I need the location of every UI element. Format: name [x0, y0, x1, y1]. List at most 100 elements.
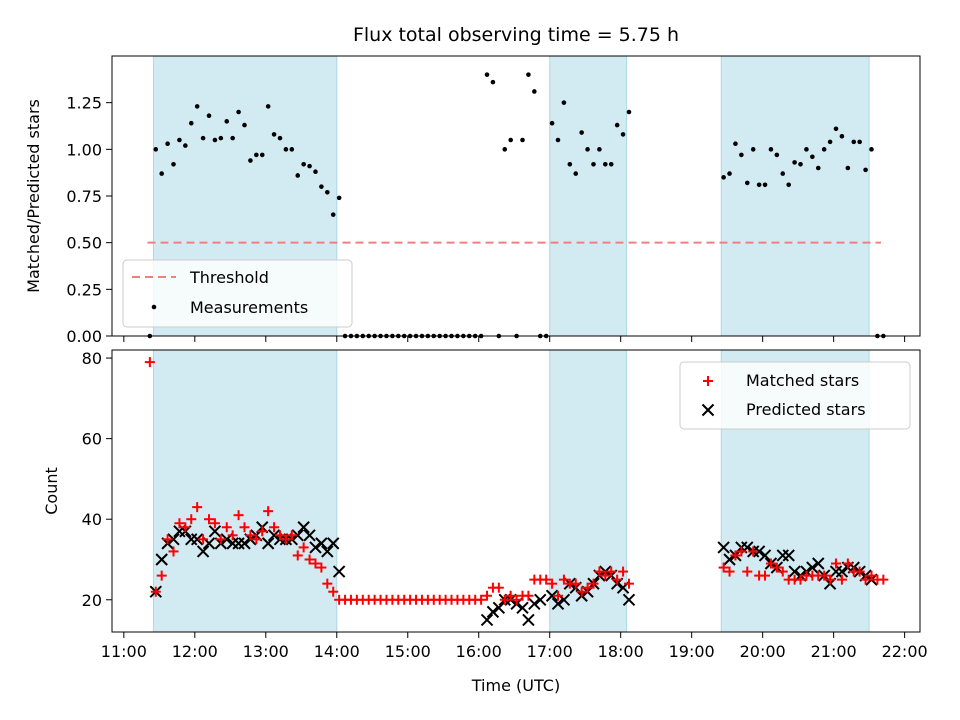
predicted-star-point-b — [557, 593, 571, 606]
top-shaded-interval — [720, 55, 870, 337]
predicted-star-point — [155, 553, 168, 566]
matched-star-point — [280, 534, 291, 545]
predicted-star-point — [309, 541, 322, 554]
predicted-star-point — [327, 537, 340, 550]
predicted-star-point-b — [776, 549, 789, 562]
measurement-point — [804, 147, 809, 152]
measurement-point — [165, 141, 170, 147]
predicted-star-point — [528, 597, 541, 611]
matched-star-point — [623, 578, 634, 589]
predicted-star-point — [297, 521, 310, 534]
matched-star-point — [269, 522, 280, 533]
measurement-point — [289, 147, 295, 152]
measurement-point — [620, 132, 626, 137]
legend-matched-label: Matched stars — [746, 371, 859, 390]
matched-star-point — [866, 570, 877, 581]
legend-matched-swatch — [703, 376, 713, 386]
measurement-point — [177, 137, 182, 143]
matched-star-point — [245, 530, 256, 541]
matched-star-point — [274, 530, 285, 541]
matched-star-point — [505, 590, 516, 601]
measurement-point — [200, 135, 206, 141]
predicted-star-point-b — [321, 545, 334, 558]
measurement-point — [585, 147, 590, 152]
measurement-point — [236, 109, 241, 115]
legend-predicted-label: Predicted stars — [746, 400, 866, 419]
matched-star-point — [570, 578, 581, 589]
measurement-point — [768, 147, 774, 152]
matched-star-point — [482, 590, 493, 601]
predicted-star-point-b — [522, 613, 535, 627]
bottom-y-tick-label: 20 — [82, 591, 102, 610]
matched-star-point — [292, 550, 303, 561]
top-frame — [111, 55, 921, 337]
matched-star-point — [156, 570, 167, 581]
predicted-star-point-b — [185, 533, 198, 546]
predicted-star-point — [776, 549, 789, 562]
matched-star-point — [618, 566, 629, 577]
x-tick-label: 16:00 — [456, 642, 502, 661]
predicted-star-point — [321, 545, 334, 558]
predicted-star-point — [622, 593, 636, 606]
predicted-star-point — [806, 561, 819, 574]
legend-predicted-swatch — [701, 403, 715, 417]
predicted-star-point — [717, 541, 730, 554]
predicted-star-point-b — [238, 537, 251, 550]
matched-star-point — [582, 582, 593, 593]
top-y-axis-label: Matched/Predicted stars — [24, 99, 43, 293]
measurement-point — [750, 147, 756, 152]
top-panel: 0.00 0.25 0.50 0.75 1.00 1.25 Matched/Predicte… — [24, 55, 921, 346]
top-legend: Threshold Measurements — [122, 259, 353, 328]
measurement-point — [212, 137, 218, 143]
x-tick-label: 21:00 — [811, 642, 857, 661]
predicted-star-point — [315, 537, 328, 550]
matched-star-point — [576, 586, 587, 597]
matched-star-point — [771, 562, 782, 573]
matched-star-point — [558, 574, 569, 585]
matched-star-point — [198, 534, 209, 545]
measurement-point — [295, 173, 301, 178]
top-y-tick-label: 0.00 — [66, 327, 102, 346]
predicted-star-point-b — [232, 537, 245, 550]
measurement-point — [810, 154, 815, 160]
x-tick-label: 12:00 — [172, 642, 218, 661]
matched-star-point — [180, 522, 191, 533]
chart-title: Flux total observing time = 5.75 h — [353, 24, 679, 46]
measurement-point — [265, 104, 271, 109]
measurement-point — [254, 152, 259, 158]
matched-star-point — [239, 522, 250, 533]
measurement-point — [827, 139, 833, 145]
measurement-point — [484, 72, 490, 77]
measurement-point — [502, 147, 508, 152]
predicted-star-point-b — [261, 537, 275, 550]
predicted-star-point — [788, 565, 801, 578]
measurement-point — [744, 180, 750, 186]
measurement-point — [851, 139, 857, 145]
measurement-point — [756, 182, 762, 188]
matched-star-point — [825, 574, 836, 585]
matched-star-point — [221, 522, 232, 533]
x-tick-label: 14:00 — [314, 642, 360, 661]
measurement-point — [549, 120, 555, 126]
matched-star-point — [736, 546, 747, 557]
measurement-point — [792, 160, 797, 165]
predicted-star-point — [480, 613, 494, 627]
predicted-star-point-b — [202, 537, 216, 550]
predicted-star-point-b — [297, 521, 310, 534]
matched-star-point — [209, 518, 220, 529]
matched-star-point — [233, 510, 244, 521]
measurement-point — [567, 161, 573, 167]
matched-star-point — [192, 502, 203, 513]
predicted-star-point — [516, 601, 529, 615]
measurement-point — [508, 137, 513, 143]
predicted-star-point — [196, 545, 210, 558]
predicted-star-point — [303, 529, 316, 542]
matched-star-point — [150, 586, 161, 597]
measurement-point — [188, 120, 194, 126]
measurement-point — [230, 135, 235, 141]
measurement-point — [626, 109, 632, 115]
matched-star-point — [547, 578, 558, 589]
legend-measurements-label: Measurements — [190, 298, 308, 317]
predicted-star-point-b — [208, 525, 222, 538]
matched-star-point — [227, 530, 238, 541]
